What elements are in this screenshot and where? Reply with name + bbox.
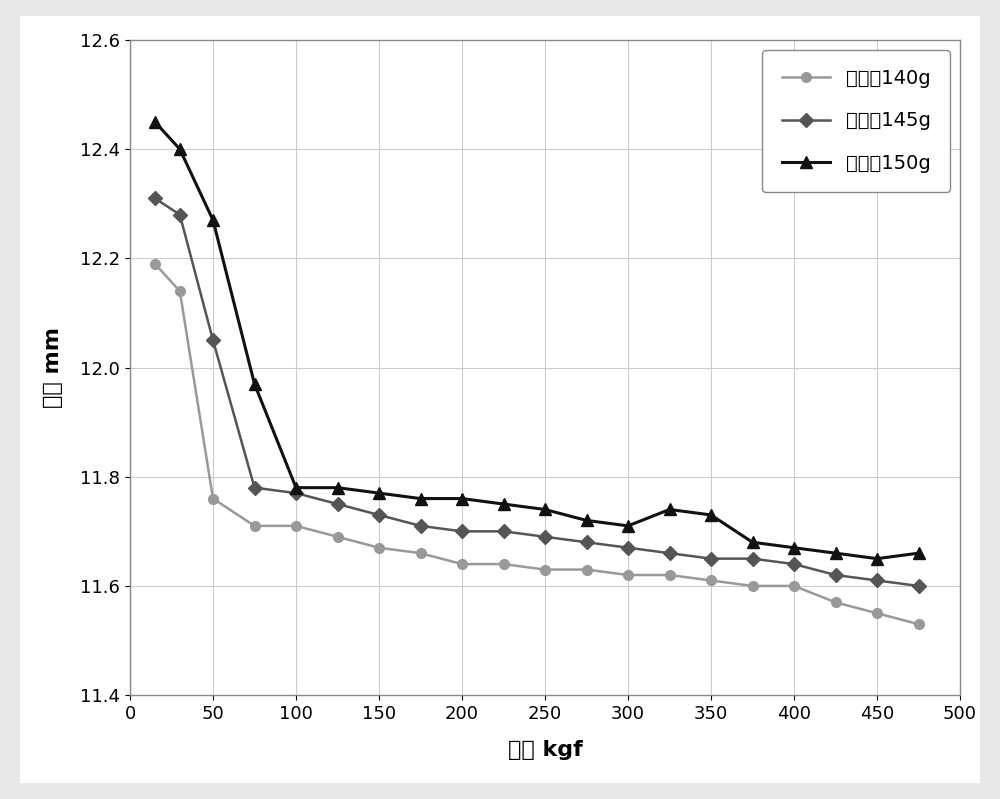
注液量145g [788, 559, 800, 569]
注液量150g [373, 488, 385, 498]
注液量150g [746, 538, 759, 547]
注液量140g [705, 576, 717, 586]
注液量150g [913, 548, 925, 558]
注液量150g [456, 494, 468, 503]
注液量145g [705, 554, 717, 563]
Line: 注液量150g: 注液量150g [149, 116, 925, 565]
注液量150g [332, 483, 344, 492]
注液量145g [248, 483, 260, 492]
注液量150g [705, 511, 717, 520]
注液量140g [580, 565, 592, 574]
注液量150g [290, 483, 302, 492]
注液量150g [248, 379, 260, 388]
注液量145g [830, 570, 842, 580]
注液量140g [174, 286, 186, 296]
注液量145g [290, 488, 302, 498]
Y-axis label: 厘度 mm: 厘度 mm [43, 327, 63, 408]
注液量140g [414, 548, 426, 558]
注液量150g [174, 145, 186, 154]
注液量145g [207, 336, 219, 345]
注液量140g [539, 565, 551, 574]
注液量145g [871, 576, 883, 586]
注液量140g [290, 521, 302, 531]
注液量145g [746, 554, 759, 563]
注液量145g [622, 543, 634, 553]
注液量150g [498, 499, 510, 509]
X-axis label: 压力 kgf: 压力 kgf [508, 740, 582, 760]
注液量140g [913, 619, 925, 629]
注液量145g [580, 538, 592, 547]
注液量150g [871, 554, 883, 563]
注液量140g [456, 559, 468, 569]
注液量140g [248, 521, 260, 531]
注液量140g [332, 532, 344, 542]
注液量145g [149, 193, 161, 203]
Line: 注液量140g: 注液量140g [150, 259, 923, 629]
注液量140g [746, 581, 759, 590]
注液量140g [871, 609, 883, 618]
注液量150g [830, 548, 842, 558]
注液量140g [373, 543, 385, 553]
注液量145g [539, 532, 551, 542]
Line: 注液量145g: 注液量145g [150, 193, 923, 590]
注液量150g [414, 494, 426, 503]
注液量140g [498, 559, 510, 569]
注液量150g [622, 521, 634, 531]
注液量150g [149, 117, 161, 126]
注液量150g [539, 505, 551, 515]
注液量145g [456, 527, 468, 536]
注液量140g [788, 581, 800, 590]
注液量145g [332, 499, 344, 509]
Legend: 注液量140g, 注液量145g, 注液量150g: 注液量140g, 注液量145g, 注液量150g [762, 50, 950, 193]
注液量150g [207, 215, 219, 225]
注液量140g [207, 494, 219, 503]
注液量140g [149, 259, 161, 268]
注液量145g [414, 521, 426, 531]
注液量140g [830, 598, 842, 607]
注液量150g [788, 543, 800, 553]
注液量140g [622, 570, 634, 580]
注液量145g [913, 581, 925, 590]
注液量140g [664, 570, 676, 580]
注液量145g [498, 527, 510, 536]
注液量145g [373, 511, 385, 520]
注液量145g [174, 210, 186, 220]
注液量145g [664, 548, 676, 558]
注液量150g [580, 515, 592, 525]
注液量150g [664, 505, 676, 515]
